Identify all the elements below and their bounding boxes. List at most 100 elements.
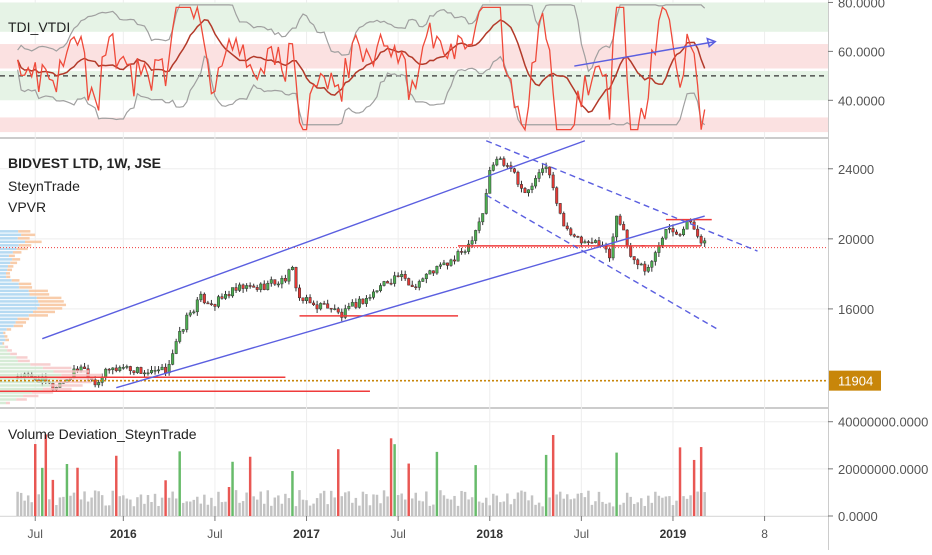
volume-bar <box>699 447 703 516</box>
candle-body <box>481 213 485 223</box>
vpvr-bar <box>5 272 10 275</box>
candle-body <box>445 262 449 266</box>
volume-bar <box>587 490 590 516</box>
candle-body <box>255 287 259 290</box>
volume-bar <box>266 490 270 516</box>
candle-body <box>241 284 245 289</box>
candle-body <box>678 234 682 236</box>
candle-body <box>164 366 168 374</box>
vpvr-bar <box>0 345 5 349</box>
volume-bar <box>608 502 611 516</box>
volume-bar <box>368 505 372 516</box>
candle-body <box>128 366 132 371</box>
volume-bar <box>654 491 657 516</box>
candle-body <box>357 298 361 308</box>
volume-bar <box>689 495 692 516</box>
vpvr-bar <box>16 247 28 251</box>
volume-bar <box>238 502 241 516</box>
volume-bar <box>301 499 305 516</box>
volume-bar <box>449 499 453 516</box>
volume-bar <box>428 505 432 516</box>
volume-bar <box>463 491 467 516</box>
volume-bar <box>573 498 576 516</box>
volume-bar <box>146 495 150 516</box>
candle-body <box>368 297 372 299</box>
volume-bar <box>344 492 347 516</box>
volume-bar <box>34 444 37 516</box>
candle-body <box>650 261 654 268</box>
candle-body <box>315 304 319 310</box>
vpvr-bar <box>0 237 18 240</box>
volume-bar <box>125 498 129 516</box>
vpvr-bar <box>17 317 30 321</box>
volume-bar <box>467 499 470 516</box>
volume-bar <box>351 502 354 516</box>
candle-body <box>224 294 227 299</box>
vpvr-bar <box>18 282 32 286</box>
volume-bar <box>530 495 534 516</box>
time-axis-label: 2018 <box>476 527 503 541</box>
volume-bar <box>682 496 685 516</box>
volume-bar <box>696 491 699 516</box>
vpvr-bar <box>8 254 15 258</box>
tdi-axis-label: 80.0000 <box>838 0 885 10</box>
volume-bar <box>622 502 625 516</box>
candle-body <box>569 228 573 236</box>
candle-body <box>234 287 238 291</box>
volume-bar <box>65 464 69 516</box>
volume-bar <box>206 504 210 516</box>
volume-bar <box>284 493 287 516</box>
vpvr-bar <box>12 251 22 254</box>
volume-bar <box>245 492 248 516</box>
vpvr-bar <box>0 401 6 405</box>
volume-bar <box>661 497 664 516</box>
tdi-signal-line <box>16 18 706 114</box>
volume-bar <box>167 497 171 516</box>
volume-bar <box>361 491 365 516</box>
candle-body <box>118 367 122 371</box>
time-axis-label: Jul <box>28 527 43 541</box>
volume-bar <box>594 501 597 516</box>
candle-body <box>424 273 428 280</box>
volume-bar <box>104 505 107 516</box>
volume-bar <box>664 496 668 516</box>
volume-bar <box>411 498 414 516</box>
candle-body <box>636 259 640 265</box>
volume-bar <box>562 498 565 516</box>
volume-bar <box>657 495 661 516</box>
volume-bar <box>456 505 460 516</box>
vpvr-bar <box>0 359 18 363</box>
volume-bar <box>19 492 23 516</box>
candle-body <box>488 170 492 194</box>
volume-bar <box>400 493 403 516</box>
volume-bar <box>481 502 484 516</box>
candle-body <box>160 366 164 371</box>
volume-bar <box>435 451 439 516</box>
vpvr-bar <box>53 370 90 373</box>
candle-body <box>252 285 256 288</box>
candle-body <box>548 166 552 176</box>
vpvr-bar <box>0 398 17 401</box>
vpvr-bar <box>0 317 18 321</box>
candle-body <box>699 236 703 244</box>
vpvr-bar <box>0 293 30 296</box>
volume-bar <box>319 493 322 516</box>
candle-body <box>199 293 203 301</box>
volume-bar <box>396 495 400 516</box>
candle-body <box>343 308 347 318</box>
candle-body <box>664 229 668 239</box>
volume-bar <box>611 506 615 516</box>
tdi-upper-band-line <box>17 4 706 73</box>
volume-bar <box>118 496 122 516</box>
candle-body <box>382 281 386 286</box>
candle-body <box>354 302 358 308</box>
volume-bar <box>273 497 277 516</box>
volume-bar <box>488 505 491 516</box>
time-axis-label: 2017 <box>293 527 320 541</box>
vpvr-bar <box>0 391 32 394</box>
volume-bar <box>58 497 62 516</box>
candle-body <box>428 270 432 275</box>
volume-bar <box>551 435 555 516</box>
volume-bar <box>643 505 647 516</box>
